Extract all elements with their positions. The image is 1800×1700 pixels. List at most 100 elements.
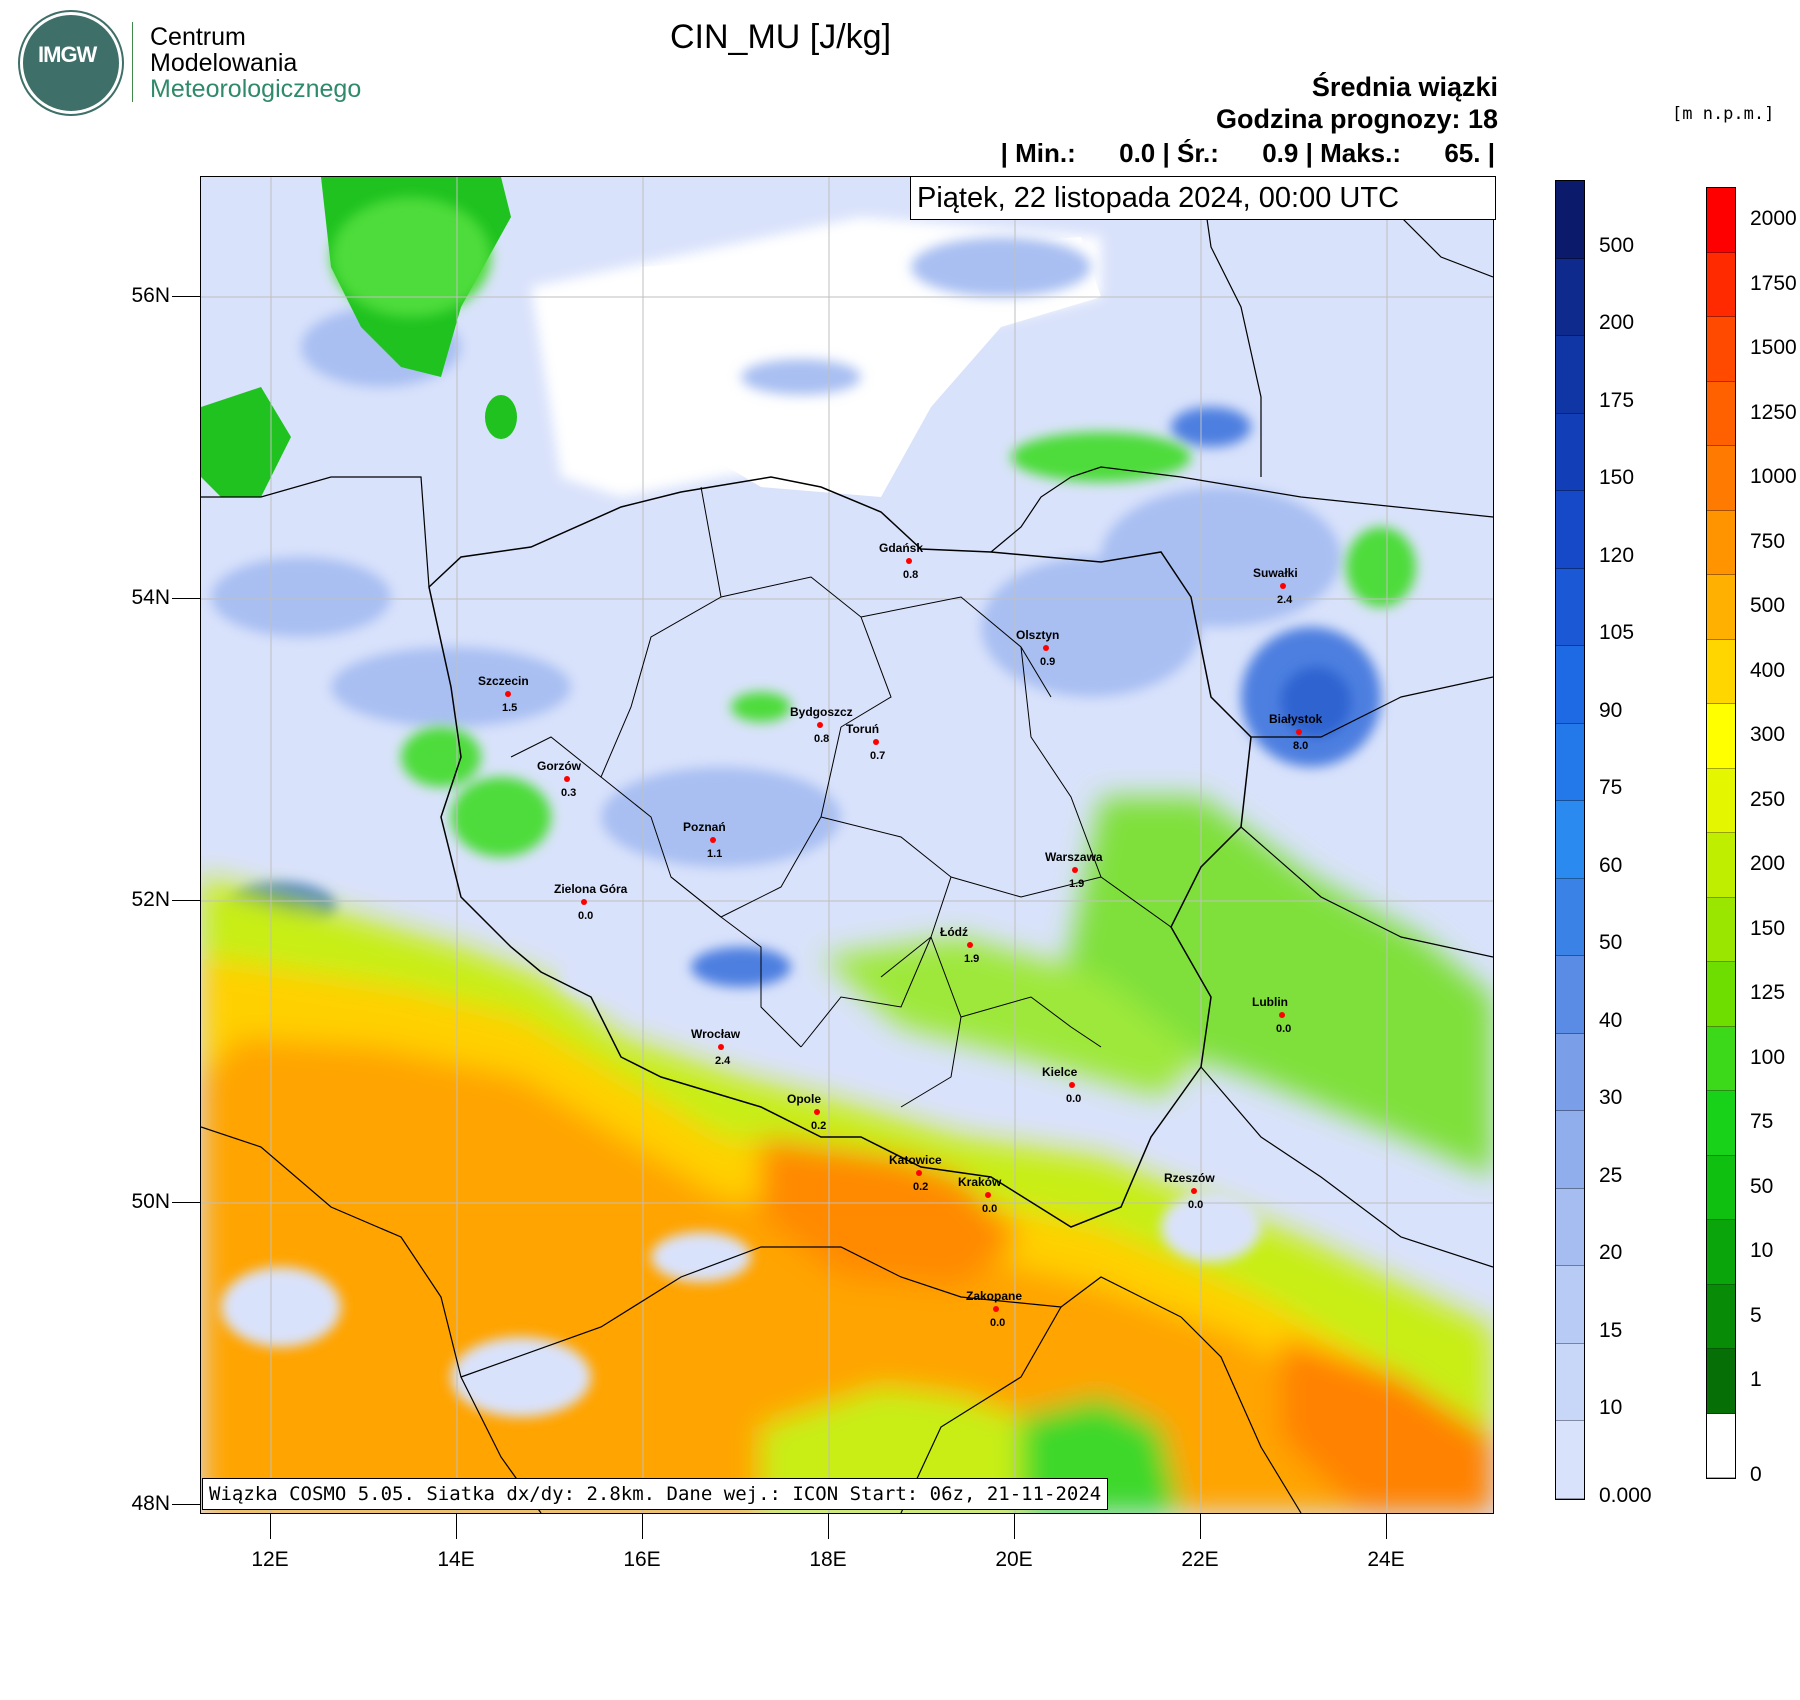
chart-title: CIN_MU [J/kg] bbox=[670, 18, 892, 56]
lat-tick bbox=[172, 900, 200, 901]
colorbar-label: 50 bbox=[1750, 1174, 1774, 1198]
colorbar-label: 2000 bbox=[1750, 207, 1797, 231]
colorbar-swatch bbox=[1707, 704, 1735, 769]
colorbar-swatch bbox=[1707, 510, 1735, 575]
lat-label: 52N bbox=[131, 888, 170, 911]
stats-line: | Min.: 0.0 | Śr.: 0.9 | Maks.: 65. | bbox=[1000, 138, 1495, 168]
lon-tick bbox=[828, 1513, 829, 1539]
city-value: 0.0 bbox=[1066, 1093, 1082, 1105]
lon-label: 12E bbox=[251, 1548, 289, 1571]
colorbar-label: 1500 bbox=[1750, 336, 1797, 360]
city-name: Katowice bbox=[889, 1153, 942, 1167]
lat-label: 50N bbox=[131, 1190, 170, 1213]
city-name: Bydgoszcz bbox=[790, 705, 853, 719]
city-dot bbox=[1296, 729, 1302, 735]
colorbar-label: 75 bbox=[1599, 776, 1623, 800]
lat-tick bbox=[172, 1202, 200, 1203]
colorbar-swatch bbox=[1556, 1343, 1584, 1421]
colorbar-label: 200 bbox=[1750, 852, 1786, 876]
colorbar-swatch bbox=[1556, 646, 1584, 724]
lon-tick bbox=[1014, 1513, 1015, 1539]
colorbar-label: 125 bbox=[1750, 981, 1786, 1005]
city-name: Kielce bbox=[1042, 1065, 1078, 1079]
colorbar-swatch bbox=[1556, 1266, 1584, 1344]
city-value: 1.5 bbox=[502, 702, 518, 714]
colorbar-label: 150 bbox=[1750, 916, 1786, 940]
colorbar-swatch bbox=[1707, 897, 1735, 962]
colorbar-label: 120 bbox=[1599, 543, 1635, 567]
city-value: 0.0 bbox=[578, 910, 594, 922]
colorbar-swatch bbox=[1707, 768, 1735, 833]
colorbar-label: 105 bbox=[1599, 621, 1635, 645]
city-value: 1.9 bbox=[964, 953, 980, 965]
city-value: 2.4 bbox=[1277, 594, 1293, 606]
city-value: 1.1 bbox=[707, 848, 723, 860]
model-info: Wiązka COSMO 5.05. Siatka dx/dy: 2.8km. … bbox=[202, 1478, 1109, 1510]
city-dot bbox=[985, 1192, 991, 1198]
colorbar-swatch bbox=[1556, 1033, 1584, 1111]
city-dot bbox=[1069, 1082, 1075, 1088]
city-name: Lublin bbox=[1252, 995, 1288, 1009]
colorbar-label: 50 bbox=[1599, 931, 1623, 955]
colorbar-swatch bbox=[1707, 317, 1735, 382]
city-name: Szczecin bbox=[478, 674, 529, 688]
city-dot bbox=[505, 691, 511, 697]
colorbar-label: 90 bbox=[1599, 698, 1623, 722]
colorbar-swatch bbox=[1707, 1284, 1735, 1349]
colorbar-label: 500 bbox=[1599, 233, 1635, 257]
city-dot bbox=[1279, 1012, 1285, 1018]
colorbar-swatch bbox=[1556, 956, 1584, 1034]
lon-tick bbox=[456, 1513, 457, 1539]
colorbar-label: 150 bbox=[1599, 466, 1635, 490]
city-name: Opole bbox=[787, 1092, 822, 1106]
colorbar-label: 0.000 bbox=[1599, 1483, 1652, 1507]
city-name: Białystok bbox=[1269, 712, 1323, 726]
lon-label: 18E bbox=[809, 1548, 847, 1571]
colorbar-swatch bbox=[1707, 188, 1735, 253]
city-dot bbox=[873, 739, 879, 745]
colorbar-swatch bbox=[1556, 878, 1584, 956]
city-name: Poznań bbox=[683, 820, 726, 834]
colorbar-swatch bbox=[1556, 1188, 1584, 1266]
colorbar-swatch bbox=[1556, 568, 1584, 646]
city-name: Rzeszów bbox=[1164, 1171, 1215, 1185]
colorbar-label: 10 bbox=[1750, 1239, 1774, 1263]
colorbar-swatch bbox=[1556, 181, 1584, 259]
city-value: 1.9 bbox=[1069, 878, 1085, 890]
colorbar-label: 5 bbox=[1750, 1303, 1762, 1327]
map-field bbox=[201, 177, 1493, 1513]
colorbar-label: 0 bbox=[1750, 1463, 1762, 1486]
colorbar-label: 1750 bbox=[1750, 271, 1797, 295]
poland-border bbox=[428, 476, 1252, 1228]
colorbar-swatch bbox=[1556, 1111, 1584, 1189]
forecast-hour: Godzina prognozy: 18 bbox=[1215, 104, 1498, 134]
colorbar-label: 75 bbox=[1750, 1110, 1774, 1134]
colorbar-swatch bbox=[1707, 1091, 1735, 1156]
colorbar-strip bbox=[1555, 180, 1585, 1500]
colorbar-swatch bbox=[1707, 252, 1735, 317]
colorbar-label: 250 bbox=[1750, 787, 1786, 811]
city-dot bbox=[581, 899, 587, 905]
colorbar-swatch bbox=[1707, 381, 1735, 446]
city-dot bbox=[1043, 645, 1049, 651]
city-dot bbox=[906, 558, 912, 564]
colorbar-strip bbox=[1706, 187, 1736, 1479]
colorbar-label: 20 bbox=[1599, 1241, 1623, 1265]
ensemble-label: Średnia wiązki bbox=[1311, 72, 1498, 102]
colorbar-swatch bbox=[1707, 1026, 1735, 1091]
city-value: 0.0 bbox=[990, 1317, 1006, 1329]
colorbar-label: 40 bbox=[1599, 1008, 1623, 1032]
city-value: 0.3 bbox=[561, 787, 577, 799]
colorbar-label: 500 bbox=[1750, 594, 1786, 618]
city-name: Toruń bbox=[846, 722, 880, 736]
city-dot bbox=[1072, 867, 1078, 873]
city-dot bbox=[710, 837, 716, 843]
lat-tick bbox=[172, 296, 200, 297]
colorbar-swatch bbox=[1556, 336, 1584, 414]
imgw-logo: IMGW Centrum Modelowania Meteorologiczne… bbox=[10, 10, 382, 114]
colorbar-label: 25 bbox=[1599, 1163, 1623, 1187]
colorbar-swatch bbox=[1707, 1155, 1735, 1220]
city-value: 8.0 bbox=[1293, 740, 1309, 752]
colorbar-label: 300 bbox=[1750, 723, 1786, 747]
city-value: 0.8 bbox=[903, 569, 919, 581]
